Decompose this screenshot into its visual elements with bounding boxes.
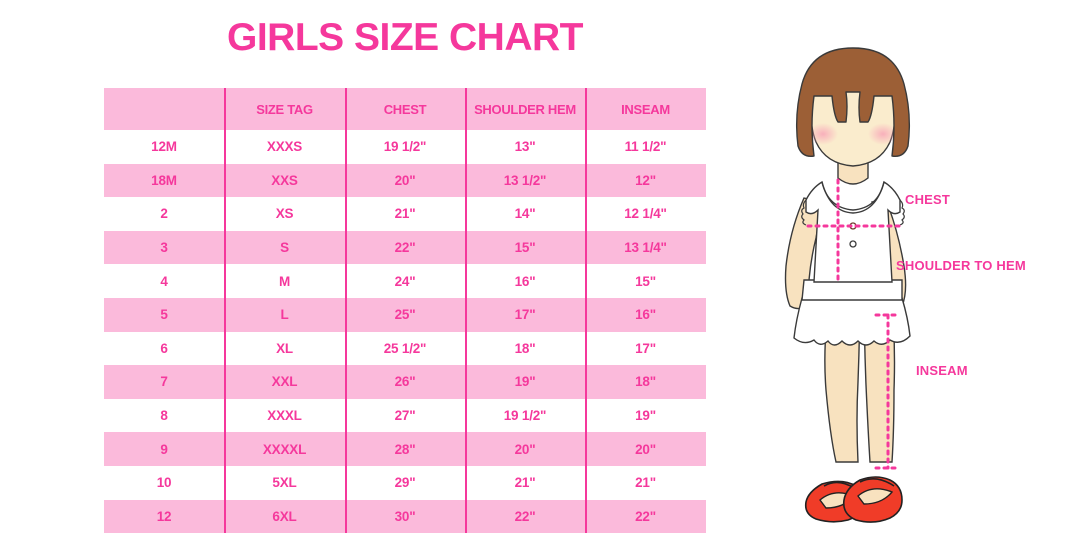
blouse-button-lower [849,240,857,248]
cell-size: 4 [104,264,224,298]
table-row: 18M XXS 20" 13 1/2" 12" [104,163,706,198]
blush-left [808,123,838,145]
shoe-right-opening [857,488,894,505]
cell-size: 2 [104,197,224,231]
cell-size: 12M [104,130,224,164]
cell-inseam: 18" [585,365,706,399]
cell-size: 10 [104,465,224,500]
cell-chest: 25 1/2" [345,331,465,366]
cell-chest: 25" [345,297,465,332]
cell-size: 9 [104,432,224,466]
cell-size: 12 [104,499,224,534]
cell-chest: 30" [345,499,465,534]
cell-size-tag: XS [224,197,345,231]
cell-chest: 26" [345,365,465,399]
cell-shoulder-hem: 18" [465,331,585,366]
table-row: 12M XXXS 19 1/2" 13" 11 1/2" [104,130,706,164]
blouse-ruffle-right [899,199,905,226]
cell-chest: 29" [345,465,465,500]
cell-shoulder-hem: 21" [465,465,585,500]
cell-size-tag: XXXL [224,398,345,433]
cell-chest: 21" [345,197,465,231]
cell-size-tag: XXS [224,163,345,198]
cell-shoulder-hem: 13" [465,130,585,164]
hair [795,47,911,157]
table-row: 4 M 24" 16" 15" [104,264,706,298]
cell-size: 5 [104,297,224,332]
cell-chest: 19 1/2" [345,130,465,164]
table-row: 6 XL 25 1/2" 18" 17" [104,331,706,366]
column-header-inseam: INSEAM [585,88,706,130]
blouse-ruffle-left [801,199,807,226]
cell-size-tag: XXXXL [224,432,345,466]
table-row: 7 XXL 26" 19" 18" [104,365,706,399]
cell-chest: 24" [345,264,465,298]
cell-inseam: 20" [585,432,706,466]
cell-shoulder-hem: 14" [465,197,585,231]
cell-inseam: 21" [585,465,706,500]
blouse [805,180,901,283]
girl-figure-illustration [760,30,1090,540]
cell-inseam: 19" [585,398,706,433]
table-header-row: SIZE TAG CHEST SHOULDER HEM INSEAM [104,88,706,130]
cell-chest: 22" [345,230,465,265]
cell-shoulder-hem: 17" [465,297,585,332]
cell-size-tag: XXL [224,365,345,399]
cell-inseam: 13 1/4" [585,230,706,265]
cell-size: 3 [104,230,224,265]
cell-inseam: 15" [585,264,706,298]
table-row: 8 XXXL 27" 19 1/2" 19" [104,398,706,433]
cell-inseam: 12 1/4" [585,197,706,231]
cell-shoulder-hem: 19 1/2" [465,398,585,433]
cell-shoulder-hem: 22" [465,499,585,534]
skirt [793,297,911,346]
cell-shoulder-hem: 15" [465,230,585,265]
figure-body [784,47,911,523]
cell-size-tag: 6XL [224,499,345,534]
cell-size-tag: S [224,230,345,265]
cell-size: 7 [104,365,224,399]
cell-inseam: 22" [585,499,706,534]
table-row: 3 S 22" 15" 13 1/4" [104,230,706,265]
table-row: 2 XS 21" 14" 12 1/4" [104,197,706,231]
cell-shoulder-hem: 16" [465,264,585,298]
cell-shoulder-hem: 13 1/2" [465,163,585,198]
cell-size-tag: M [224,264,345,298]
cell-size-tag: XL [224,331,345,366]
table-row: 9 XXXXL 28" 20" 20" [104,432,706,466]
cell-inseam: 11 1/2" [585,130,706,164]
cell-chest: 27" [345,398,465,433]
cell-size-tag: 5XL [224,465,345,500]
cell-size: 8 [104,398,224,433]
size-chart-table: SIZE TAG CHEST SHOULDER HEM INSEAM 12M X… [104,88,706,534]
blouse-neckline [821,181,885,214]
cell-inseam: 16" [585,297,706,332]
cell-size-tag: XXXS [224,130,345,164]
column-header-shoulder-hem: SHOULDER HEM [465,88,585,130]
column-header-size [104,88,224,130]
table-row: 10 5XL 29" 21" 21" [104,465,706,500]
column-header-chest: CHEST [345,88,465,130]
cell-inseam: 12" [585,163,706,198]
cell-chest: 20" [345,163,465,198]
column-header-size-tag: SIZE TAG [224,88,345,130]
measurement-label-chest: CHEST [905,192,951,207]
page-title: GIRLS SIZE CHART [226,16,584,59]
cell-shoulder-hem: 19" [465,365,585,399]
table-row: 12 6XL 30" 22" 22" [104,499,706,534]
cell-size: 6 [104,331,224,366]
measurement-guides [806,178,902,470]
blush-right [868,123,898,145]
measurement-label-inseam: INSEAM [916,363,968,378]
cell-inseam: 17" [585,331,706,366]
cell-size: 18M [104,163,224,198]
table-row: 5 L 25" 17" 16" [104,297,706,332]
cell-size-tag: L [224,297,345,332]
shoe-right-strap [859,478,895,487]
cell-chest: 28" [345,432,465,466]
cell-shoulder-hem: 20" [465,432,585,466]
measurement-label-shoulder-to-hem: SHOULDER TO HEM [896,258,1026,273]
